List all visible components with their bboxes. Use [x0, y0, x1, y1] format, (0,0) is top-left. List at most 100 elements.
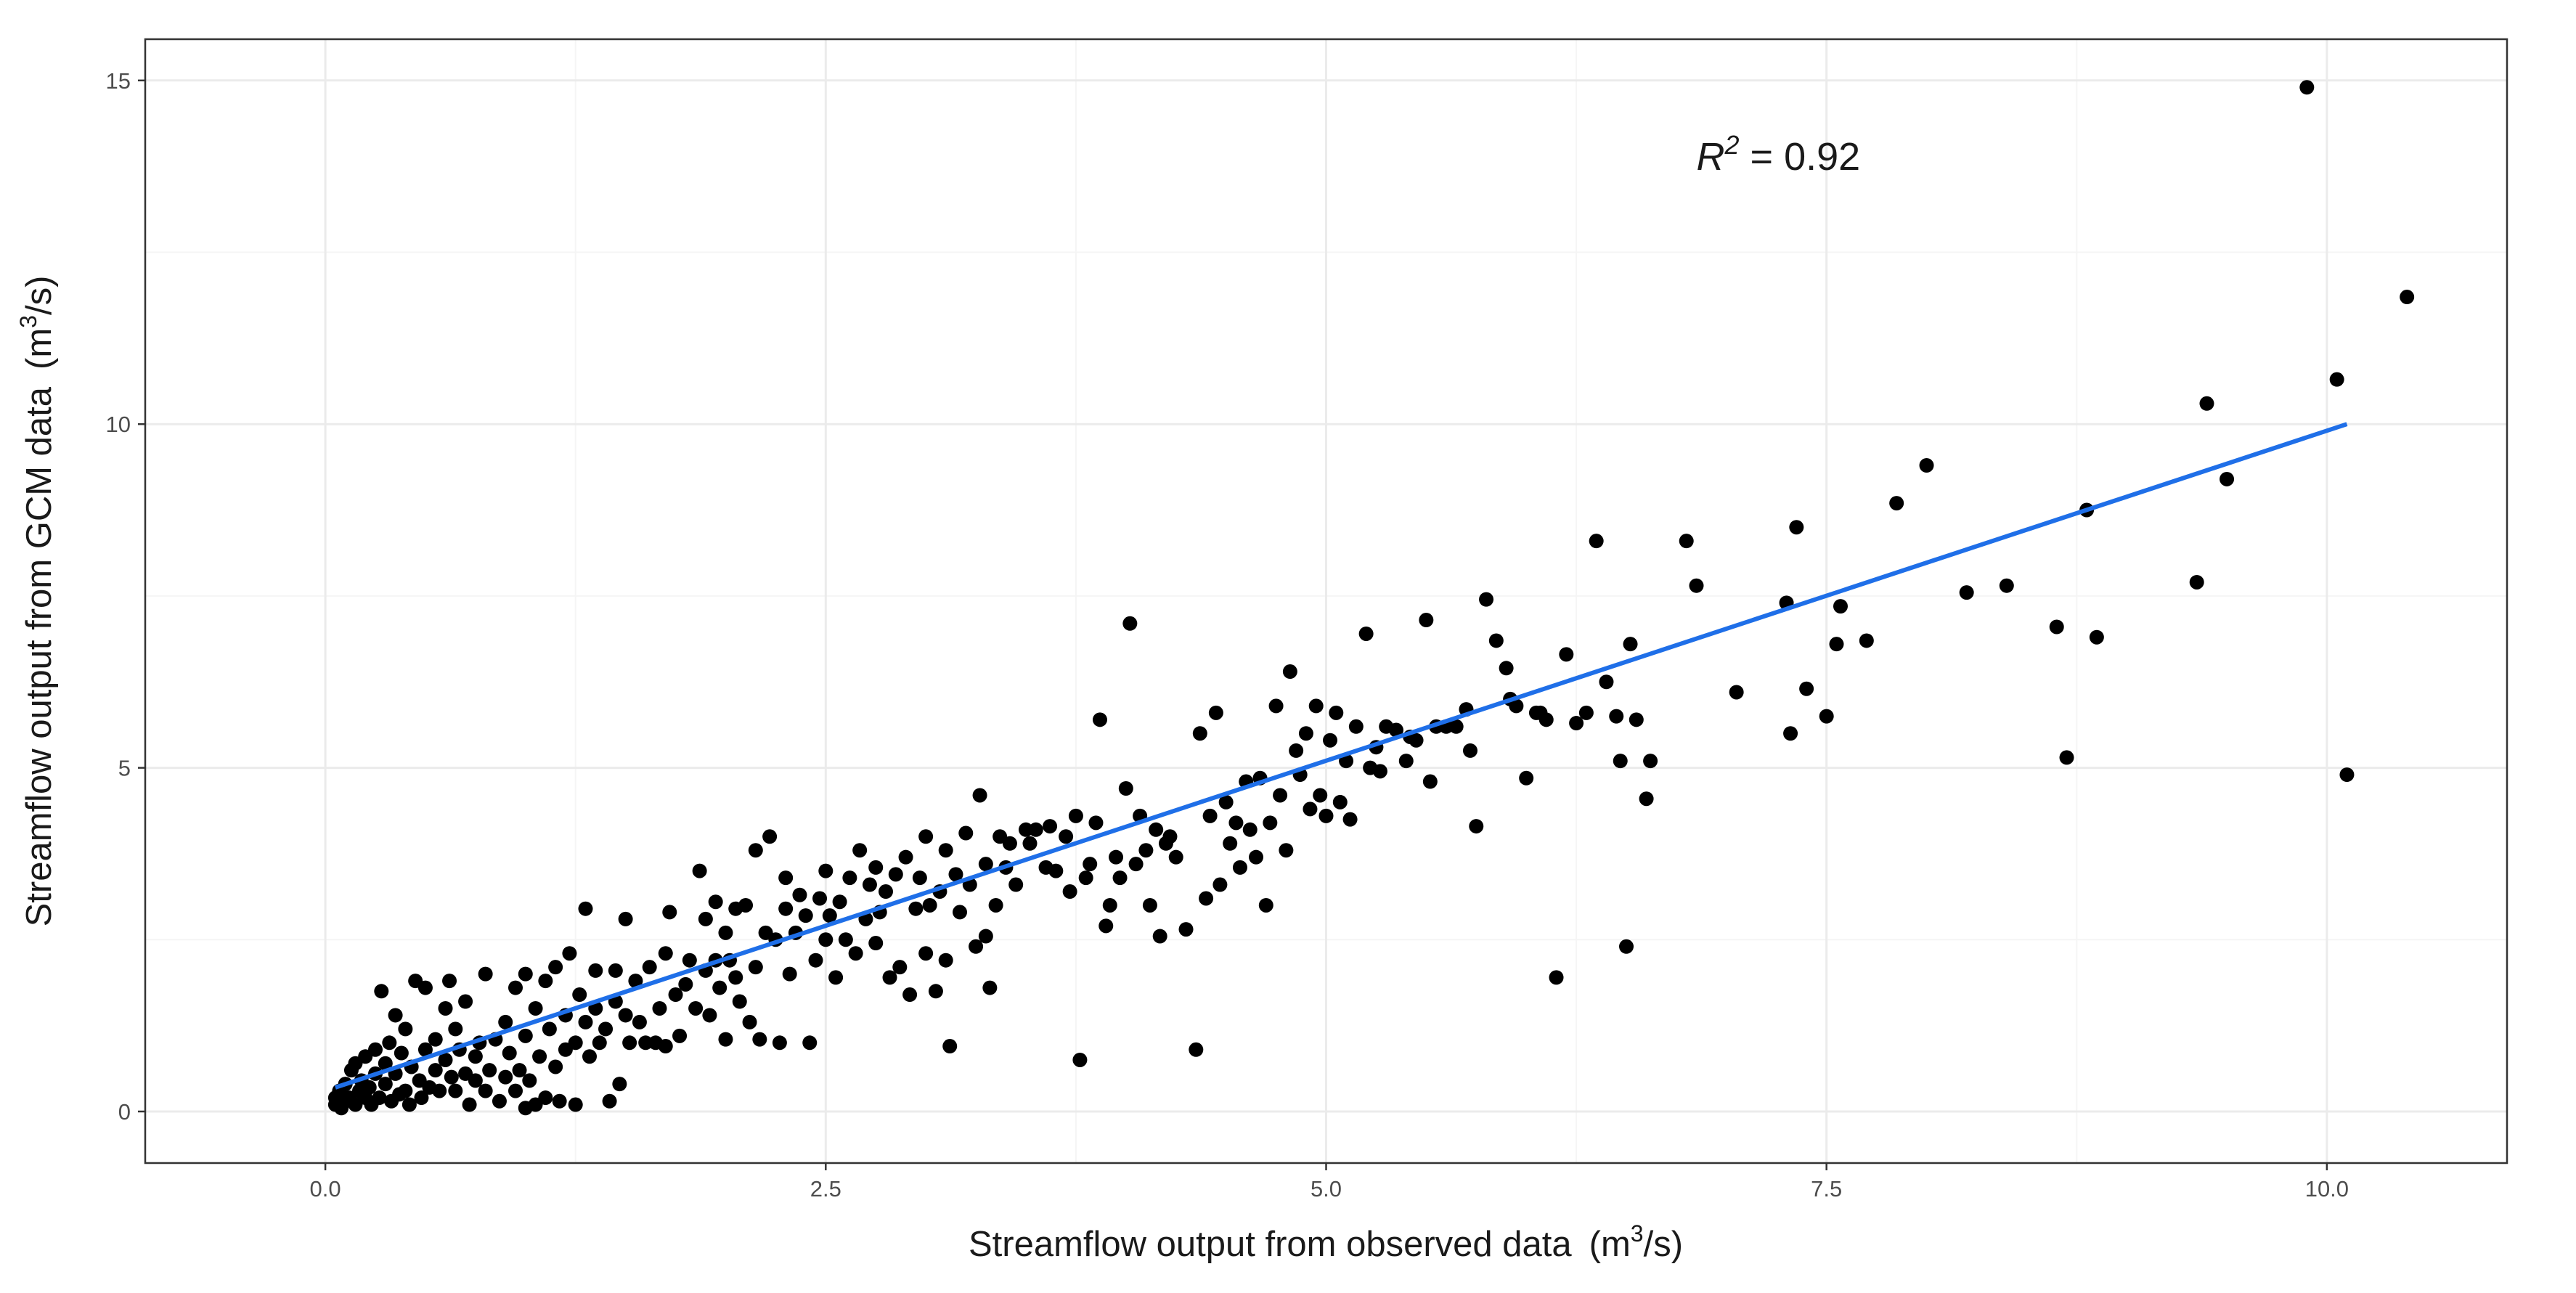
x-axis-ticks: 0.0 2.5 5.0 7.5 10.0 [310, 1163, 2349, 1202]
data-point [698, 911, 713, 926]
data-point [448, 1021, 463, 1037]
data-point [1409, 733, 1424, 748]
data-point [428, 1032, 443, 1047]
data-point [752, 1032, 767, 1047]
y-axis-title-text: Streamflow output from GCM data [20, 386, 59, 926]
data-point [572, 987, 587, 1003]
data-point [1679, 534, 1694, 549]
data-point [678, 976, 693, 992]
data-point [778, 901, 794, 916]
data-point [1488, 633, 1504, 648]
data-point [482, 1063, 497, 1078]
data-point [1028, 822, 1043, 837]
data-point [598, 1021, 614, 1037]
data-point [1569, 716, 1584, 731]
data-point [1609, 709, 1624, 724]
data-point [1282, 664, 1297, 680]
data-point [1689, 578, 1704, 593]
data-point [417, 980, 433, 995]
data-point [1308, 698, 1324, 714]
data-point [638, 1035, 653, 1051]
data-point [562, 946, 577, 961]
data-point [1859, 633, 1874, 648]
data-point [812, 891, 828, 906]
data-point [822, 908, 837, 923]
data-point [398, 1083, 413, 1098]
data-point [742, 1014, 757, 1029]
data-point [1228, 815, 1244, 831]
y-tick-label: 10 [106, 412, 131, 437]
data-point [1122, 616, 1138, 631]
data-point [1323, 733, 1338, 748]
data-point [882, 970, 897, 985]
data-point [1109, 849, 1124, 865]
y-tick-label: 15 [106, 68, 131, 94]
data-point [1189, 1042, 1204, 1057]
data-point [1152, 929, 1167, 944]
data-point [868, 860, 884, 875]
data-point [1083, 857, 1098, 872]
data-point [1242, 822, 1258, 837]
data-point [1062, 884, 1077, 900]
data-point [1538, 712, 1554, 727]
data-point [728, 970, 743, 985]
data-point [502, 1045, 517, 1061]
data-point [618, 1008, 633, 1023]
data-point [552, 1093, 567, 1109]
data-point [888, 867, 903, 882]
data-point [1519, 770, 1534, 786]
data-point [1799, 681, 1814, 696]
data-point [1469, 819, 1484, 834]
data-point [632, 1014, 647, 1029]
data-point [442, 974, 457, 989]
data-point [1099, 918, 1114, 934]
data-point [738, 897, 754, 913]
data-point [662, 905, 677, 920]
data-point [798, 908, 813, 923]
data-point [1549, 970, 1564, 985]
data-point [1018, 822, 1033, 837]
data-point [568, 1097, 583, 1112]
fit-layer [334, 422, 2348, 1090]
data-point [2220, 471, 2235, 486]
data-point [1263, 815, 1278, 831]
data-point [1509, 698, 1524, 714]
data-point [1279, 843, 1294, 858]
data-point [1589, 534, 1604, 549]
data-point [668, 987, 683, 1003]
data-point [778, 870, 794, 886]
data-point [528, 1000, 543, 1016]
data-point [428, 1063, 443, 1078]
data-point [1419, 613, 1434, 628]
data-point [1199, 891, 1214, 906]
data-point [1078, 870, 1093, 886]
data-point [712, 980, 727, 995]
data-point [1268, 698, 1284, 714]
data-point [388, 1008, 403, 1023]
x-axis-title-unit-close: /s) [1644, 1225, 1683, 1264]
data-point [848, 946, 863, 961]
data-point [538, 974, 553, 989]
data-point [748, 960, 763, 975]
x-axis-title-unit-open: (m [1589, 1225, 1631, 1264]
data-point [918, 946, 934, 961]
data-point [372, 1090, 387, 1106]
grid-major [145, 39, 2507, 1163]
data-point [672, 1028, 688, 1043]
data-point [852, 843, 868, 858]
data-point [2049, 619, 2064, 635]
y-tick-label: 0 [118, 1099, 131, 1125]
data-point [718, 925, 733, 940]
data-point [1613, 754, 1628, 769]
data-point [602, 1093, 617, 1109]
data-point [1128, 857, 1144, 872]
data-point [1072, 1052, 1088, 1067]
data-point [718, 1032, 733, 1047]
data-point [772, 1035, 787, 1051]
data-point [2329, 372, 2344, 387]
data-point [1479, 592, 1494, 607]
data-point [1048, 863, 1064, 878]
r2-superscript: 2 [1724, 130, 1740, 160]
data-point [1462, 743, 1477, 758]
